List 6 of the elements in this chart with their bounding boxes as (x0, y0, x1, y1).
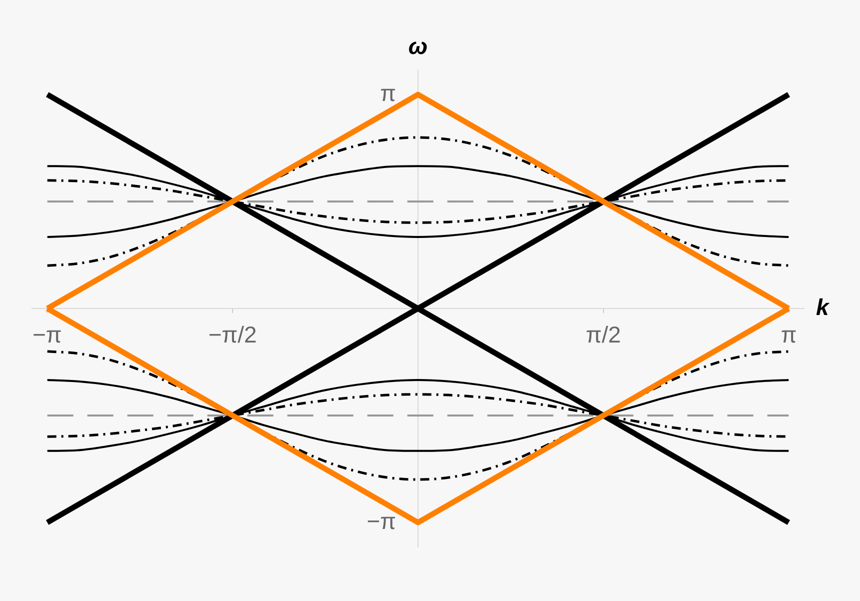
x-tick-label: −π (32, 322, 62, 348)
x-tick-label: −π/2 (208, 322, 257, 348)
x-axis-title: k (816, 294, 830, 320)
x-tick-label: π/2 (586, 322, 621, 348)
y-axis-title: ω (408, 33, 428, 59)
x-tick-label: π (780, 322, 797, 348)
